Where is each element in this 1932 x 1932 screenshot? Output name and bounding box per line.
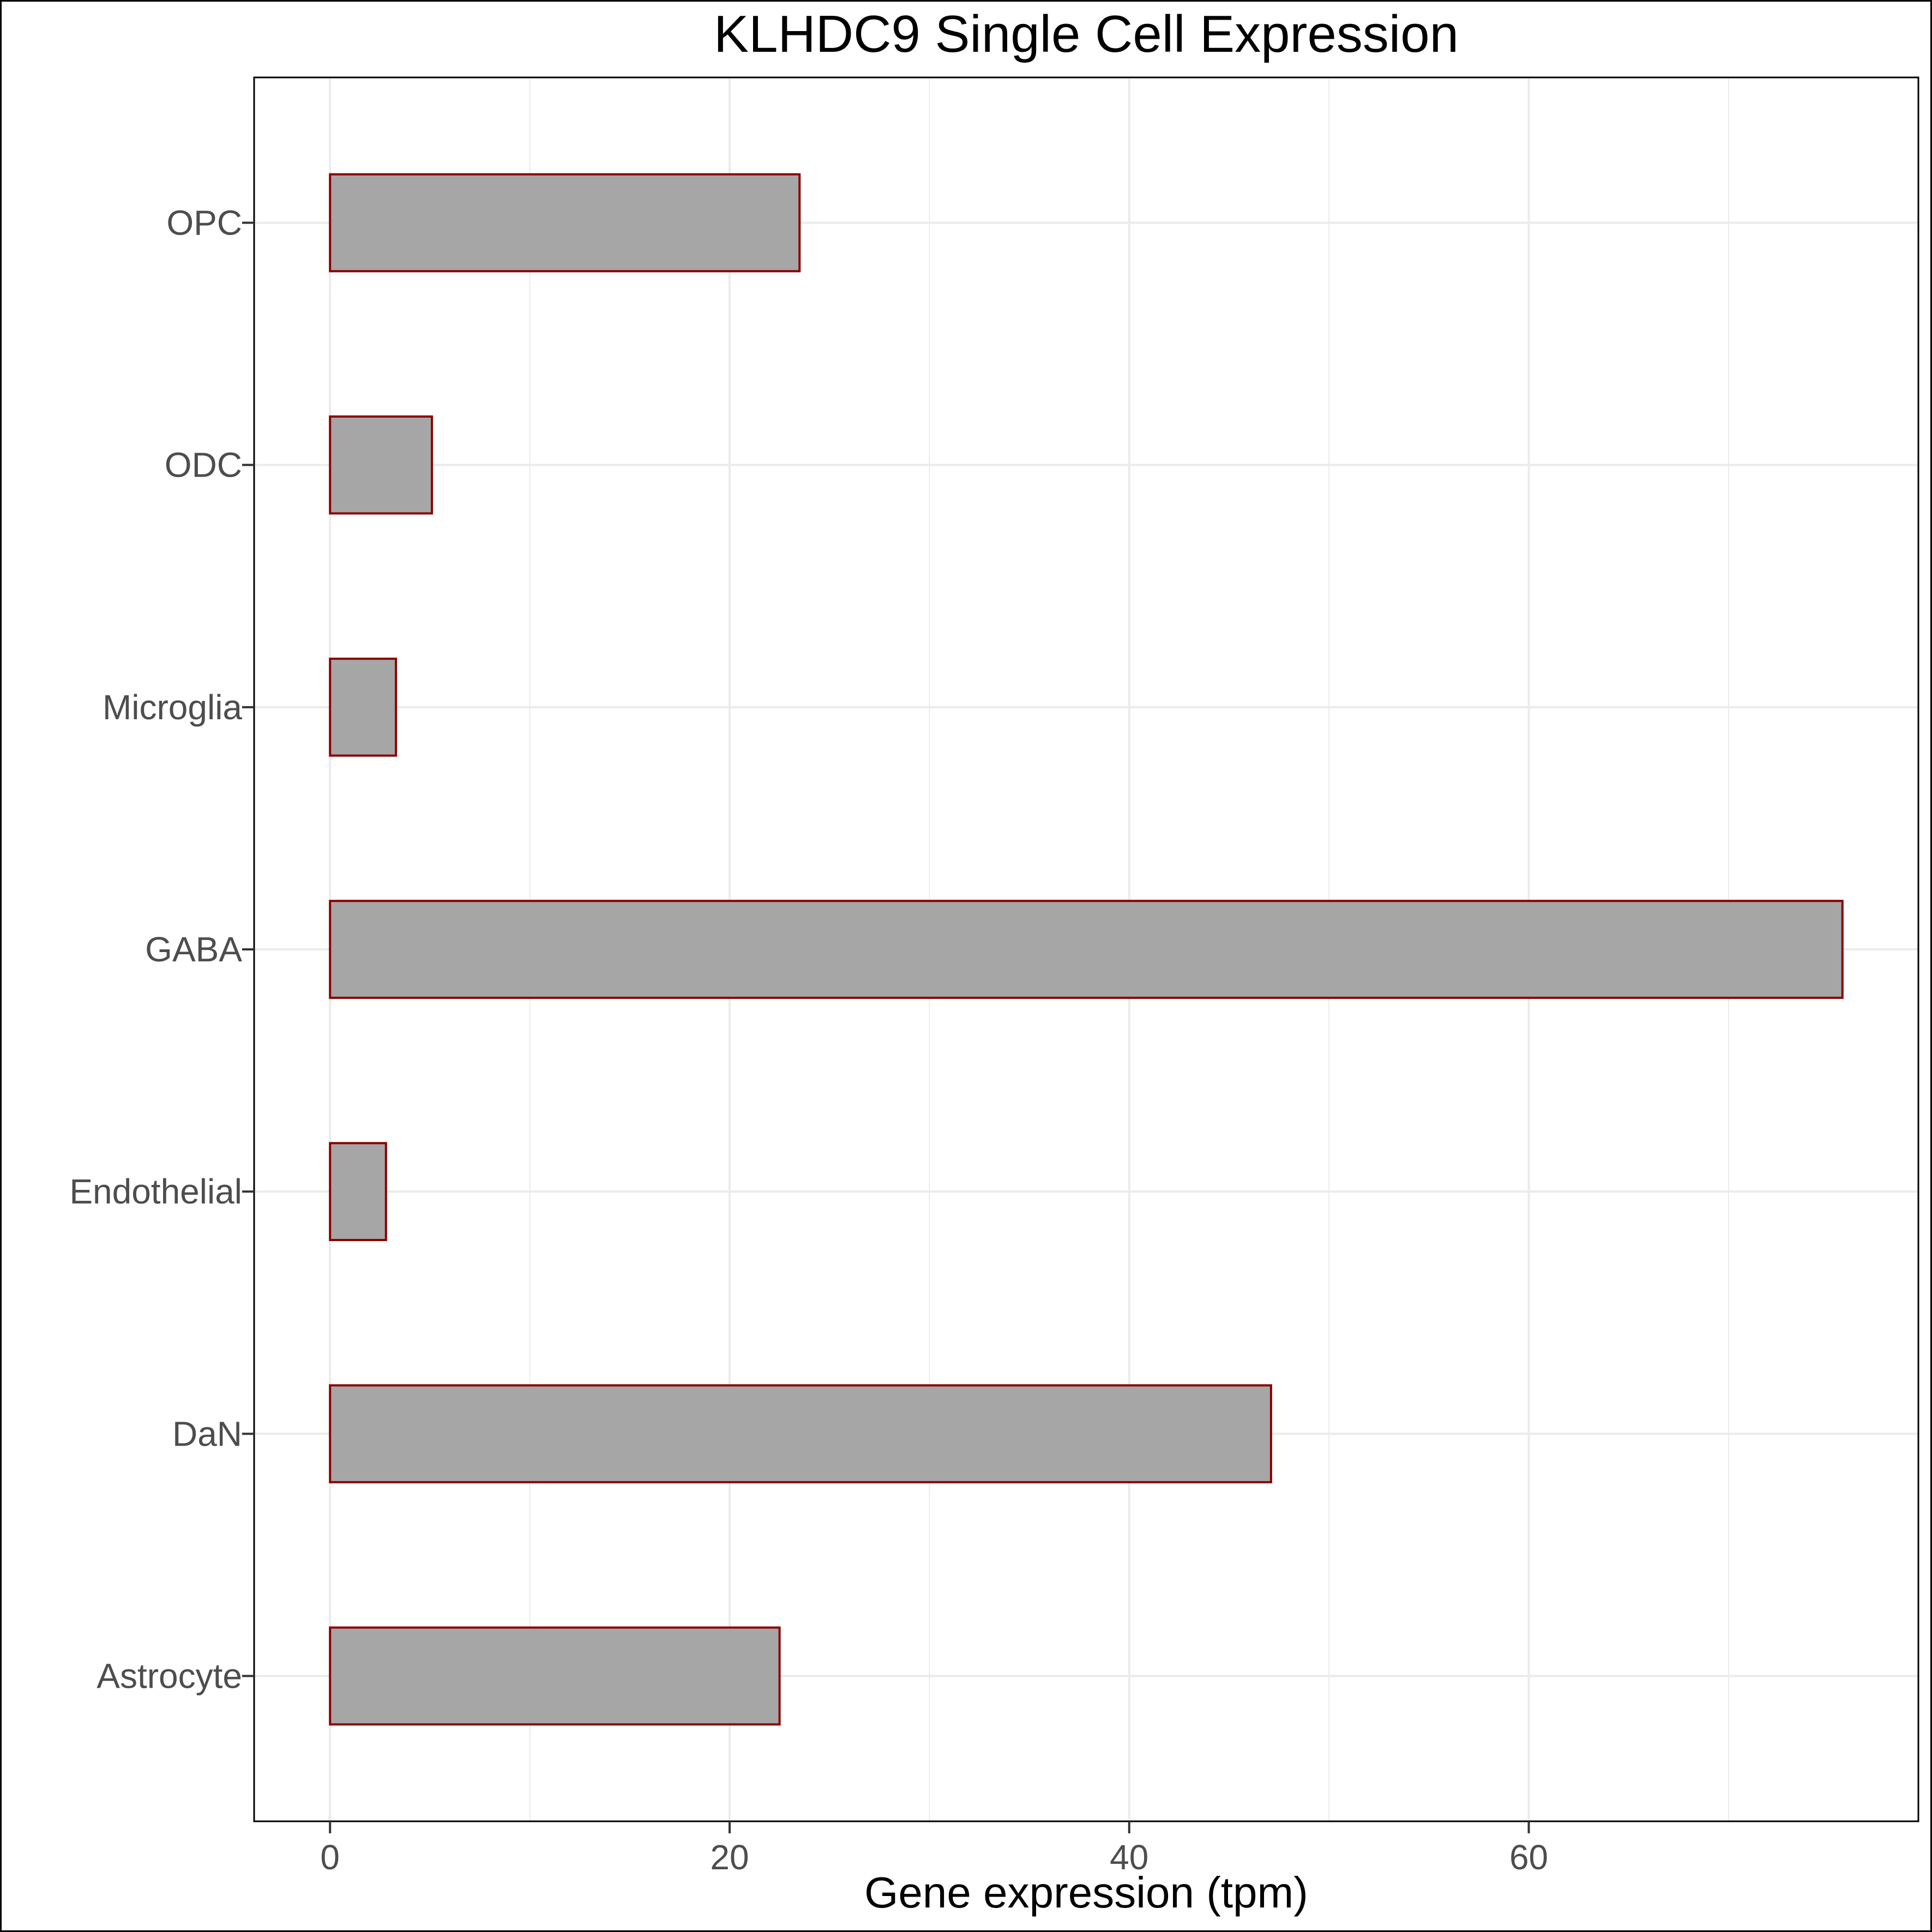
y-tick-label: GABA (145, 930, 242, 969)
y-tick-label: Microglia (103, 688, 242, 727)
bar-opc (329, 173, 801, 273)
bar-odc (329, 415, 434, 515)
y-tick-label: Endothelial (69, 1172, 242, 1211)
chart-title: KLHDC9 Single Cell Expression (714, 5, 1459, 63)
bar-dan (329, 1384, 1272, 1484)
bar-microglia (329, 658, 398, 757)
y-axis-ticks: Astrocyte DaN Endothelial GABA Microglia ODC O… (69, 203, 254, 1696)
x-tick-label: 40 (1110, 1838, 1148, 1877)
y-tick-label: DaN (172, 1414, 242, 1453)
x-tick-label: 20 (710, 1838, 749, 1877)
bar-astrocyte (329, 1626, 781, 1726)
x-tick-label: 60 (1509, 1838, 1548, 1877)
y-tick-label: ODC (165, 446, 242, 485)
y-tick-label: OPC (166, 203, 242, 243)
bar-endothelial (329, 1142, 387, 1241)
x-axis-label: Gene expression (tpm) (864, 1868, 1308, 1917)
x-axis-ticks: 0 20 40 60 (320, 1821, 1548, 1877)
x-tick-label: 0 (320, 1838, 340, 1877)
bars-layer (329, 173, 1844, 1726)
bar-gaba (329, 900, 1844, 999)
y-tick-label: Astrocyte (97, 1657, 242, 1696)
